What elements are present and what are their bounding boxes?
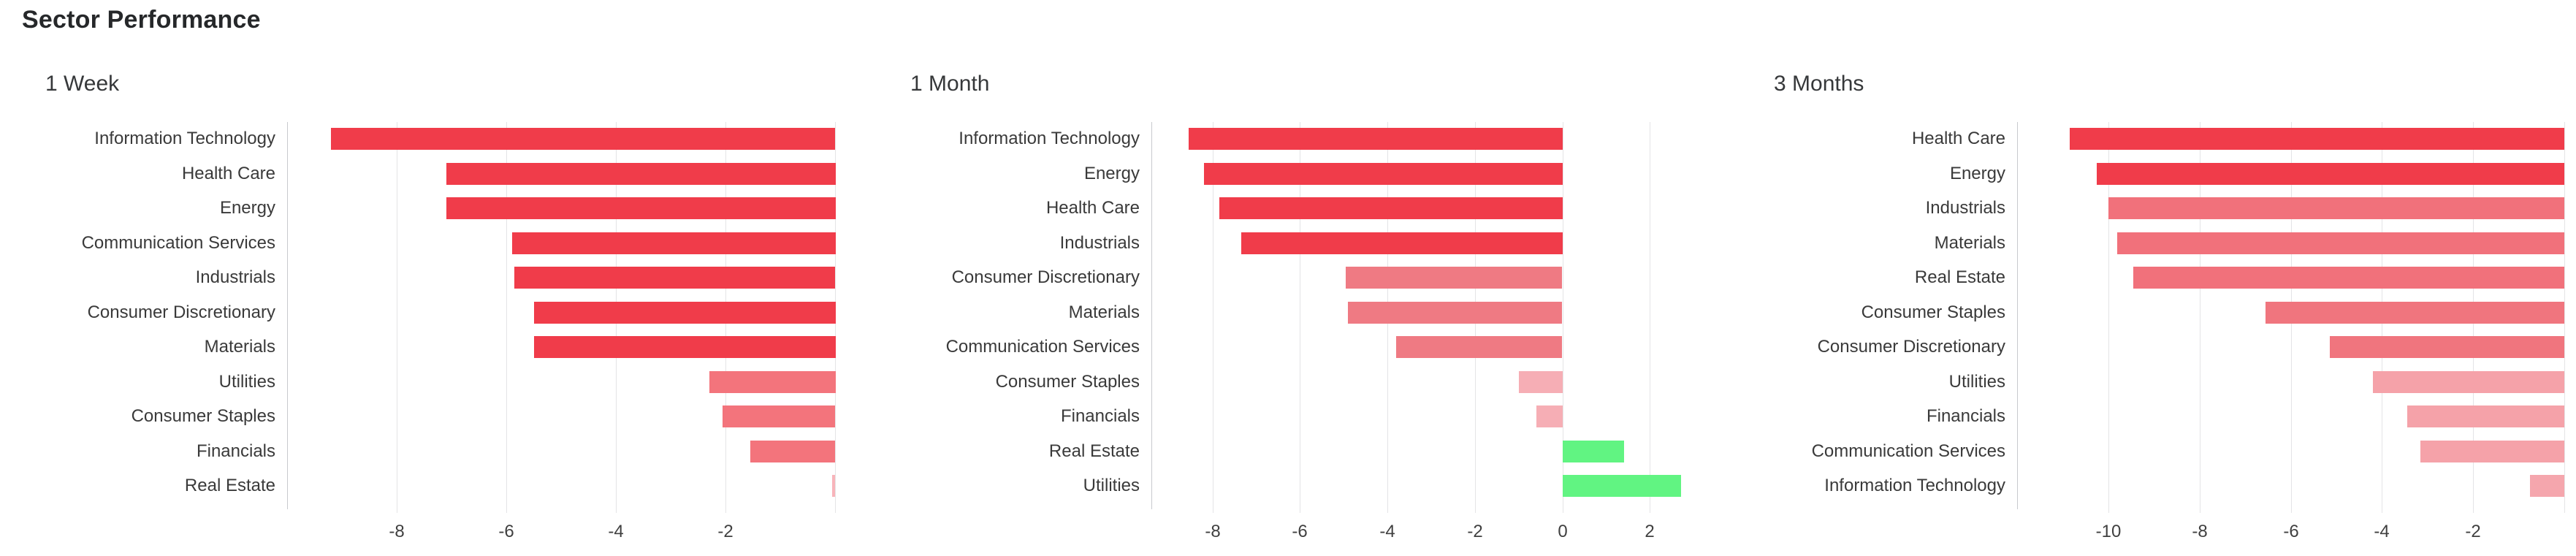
bar-real-estate[interactable] bbox=[2133, 267, 2564, 289]
category-label: Information Technology bbox=[94, 129, 275, 148]
bar-materials[interactable] bbox=[1348, 302, 1562, 324]
category-label: Materials bbox=[1068, 302, 1140, 322]
x-tick-label: -10 bbox=[2095, 522, 2122, 541]
category-label: Consumer Staples bbox=[1861, 302, 2005, 322]
category-label: Real Estate bbox=[1048, 441, 1140, 461]
category-label: Financials bbox=[196, 441, 275, 461]
y-axis-line bbox=[2017, 122, 2018, 509]
category-label: Communication Services bbox=[81, 233, 275, 253]
bar-consumer-discretionary[interactable] bbox=[2330, 336, 2564, 358]
bar-information-technology[interactable] bbox=[2530, 475, 2564, 497]
category-label: Information Technology bbox=[959, 129, 1140, 148]
x-gridline bbox=[506, 122, 507, 513]
bar-health-care[interactable] bbox=[2070, 128, 2564, 150]
category-label: Utilities bbox=[218, 372, 275, 392]
bar-information-technology[interactable] bbox=[331, 128, 835, 150]
category-label: Health Care bbox=[1911, 129, 2005, 148]
bar-utilities[interactable] bbox=[709, 371, 836, 393]
bar-energy[interactable] bbox=[446, 197, 836, 219]
x-tick-label: -6 bbox=[498, 522, 514, 541]
bar-industrials[interactable] bbox=[2108, 197, 2564, 219]
category-label: Financials bbox=[1926, 406, 2005, 426]
category-label: Consumer Staples bbox=[995, 372, 1140, 392]
x-tick-label: -8 bbox=[389, 522, 405, 541]
chart-title: 3 Months bbox=[1774, 72, 1864, 96]
category-label: Industrials bbox=[195, 267, 275, 287]
category-label: Energy bbox=[1949, 164, 2005, 183]
x-tick-label: -4 bbox=[1379, 522, 1395, 541]
x-tick-label: -2 bbox=[717, 522, 733, 541]
bar-financials[interactable] bbox=[750, 441, 835, 462]
x-tick-label: -8 bbox=[2192, 522, 2208, 541]
category-label: Health Care bbox=[181, 164, 275, 183]
bar-consumer-staples[interactable] bbox=[1519, 371, 1563, 393]
bar-industrials[interactable] bbox=[1241, 232, 1563, 254]
category-label: Consumer Discretionary bbox=[951, 267, 1140, 287]
chart-title: 1 Month bbox=[910, 72, 990, 96]
y-axis-line bbox=[287, 122, 288, 509]
category-label: Energy bbox=[219, 198, 275, 218]
y-axis-line bbox=[1151, 122, 1152, 509]
bar-materials[interactable] bbox=[534, 336, 836, 358]
x-tick-label: 0 bbox=[1558, 522, 1568, 541]
category-label: Communication Services bbox=[945, 337, 1140, 357]
bar-communication-services[interactable] bbox=[512, 232, 836, 254]
bar-energy[interactable] bbox=[2097, 163, 2564, 185]
bar-information-technology[interactable] bbox=[1189, 128, 1563, 150]
category-label: Consumer Discretionary bbox=[87, 302, 275, 322]
bar-industrials[interactable] bbox=[514, 267, 835, 289]
category-label: Utilities bbox=[1083, 476, 1140, 495]
bar-real-estate[interactable] bbox=[832, 475, 835, 497]
category-label: Industrials bbox=[1059, 233, 1140, 253]
category-label: Information Technology bbox=[1824, 476, 2005, 495]
x-tick-label: -4 bbox=[2374, 522, 2390, 541]
category-label: Materials bbox=[204, 337, 275, 357]
bar-health-care[interactable] bbox=[1219, 197, 1563, 219]
x-gridline bbox=[2564, 122, 2565, 513]
bar-financials[interactable] bbox=[2407, 405, 2564, 427]
category-label: Financials bbox=[1060, 406, 1140, 426]
bar-utilities[interactable] bbox=[2373, 371, 2564, 393]
chart-title: 1 Week bbox=[45, 72, 120, 96]
x-tick-label: -2 bbox=[1467, 522, 1483, 541]
bar-consumer-discretionary[interactable] bbox=[1346, 267, 1562, 289]
bar-financials[interactable] bbox=[1536, 405, 1563, 427]
category-label: Consumer Staples bbox=[131, 406, 275, 426]
bar-energy[interactable] bbox=[1204, 163, 1563, 185]
x-tick-label: -2 bbox=[2465, 522, 2481, 541]
bar-communication-services[interactable] bbox=[2420, 441, 2564, 462]
bar-consumer-discretionary[interactable] bbox=[534, 302, 836, 324]
category-label: Utilities bbox=[1948, 372, 2005, 392]
category-label: Energy bbox=[1083, 164, 1140, 183]
x-tick-label: -6 bbox=[2283, 522, 2299, 541]
category-label: Real Estate bbox=[184, 476, 275, 495]
bar-communication-services[interactable] bbox=[1396, 336, 1562, 358]
category-label: Materials bbox=[1934, 233, 2005, 253]
category-label: Real Estate bbox=[1914, 267, 2005, 287]
x-tick-label: -6 bbox=[1292, 522, 1308, 541]
bar-consumer-staples[interactable] bbox=[723, 405, 835, 427]
x-tick-label: -4 bbox=[608, 522, 624, 541]
bar-consumer-staples[interactable] bbox=[2266, 302, 2564, 324]
x-tick-label: 2 bbox=[1645, 522, 1655, 541]
category-label: Communication Services bbox=[1811, 441, 2005, 461]
x-gridline bbox=[2108, 122, 2109, 513]
page-title: Sector Performance bbox=[22, 6, 261, 34]
category-label: Industrials bbox=[1925, 198, 2005, 218]
category-label: Health Care bbox=[1045, 198, 1140, 218]
category-label: Consumer Discretionary bbox=[1817, 337, 2005, 357]
bar-materials[interactable] bbox=[2117, 232, 2564, 254]
bar-real-estate[interactable] bbox=[1563, 441, 1624, 462]
bar-utilities[interactable] bbox=[1563, 475, 1681, 497]
bar-health-care[interactable] bbox=[446, 163, 836, 185]
x-tick-label: -8 bbox=[1205, 522, 1221, 541]
